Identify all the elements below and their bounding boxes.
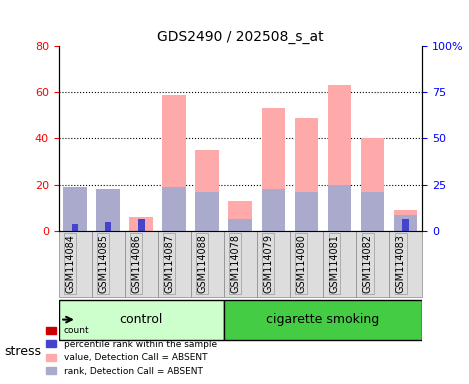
Text: GSM114084: GSM114084: [65, 234, 75, 293]
FancyBboxPatch shape: [59, 300, 224, 339]
Text: GSM114083: GSM114083: [165, 236, 174, 291]
FancyBboxPatch shape: [356, 231, 389, 298]
Text: GSM114083: GSM114083: [397, 236, 406, 291]
FancyBboxPatch shape: [323, 231, 356, 298]
Text: GSM114083: GSM114083: [198, 236, 207, 291]
Bar: [138, 228, 144, 231]
Bar: [361, 139, 385, 231]
Bar: [72, 224, 78, 231]
Text: GSM114088: GSM114088: [197, 234, 207, 293]
FancyBboxPatch shape: [158, 231, 191, 298]
Text: GSM114083: GSM114083: [363, 236, 372, 291]
Text: GSM114083: GSM114083: [231, 236, 241, 291]
Bar: [393, 210, 417, 231]
Text: GSM114078: GSM114078: [230, 234, 241, 293]
Bar: [162, 94, 186, 231]
Text: control: control: [120, 313, 163, 326]
Bar: [105, 226, 112, 231]
Text: GSM114083: GSM114083: [132, 236, 141, 291]
Bar: [393, 215, 417, 231]
Bar: [196, 150, 219, 231]
Bar: [162, 187, 186, 231]
Bar: [129, 217, 153, 231]
Bar: [402, 228, 409, 231]
Bar: [295, 192, 318, 231]
Text: GSM114080: GSM114080: [296, 234, 306, 293]
Title: GDS2490 / 202508_s_at: GDS2490 / 202508_s_at: [157, 30, 324, 44]
Text: GSM114083: GSM114083: [395, 234, 406, 293]
Text: GSM114083: GSM114083: [297, 236, 306, 291]
FancyBboxPatch shape: [224, 231, 257, 298]
Bar: [262, 108, 285, 231]
Bar: [402, 219, 409, 231]
Text: GSM114083: GSM114083: [66, 236, 75, 291]
Bar: [138, 219, 144, 231]
Text: GSM114085: GSM114085: [98, 234, 108, 293]
Bar: [96, 212, 120, 231]
Text: GSM114081: GSM114081: [330, 234, 340, 293]
Bar: [262, 189, 285, 231]
Bar: [328, 85, 351, 231]
FancyBboxPatch shape: [257, 231, 290, 298]
Bar: [361, 192, 385, 231]
Text: GSM114083: GSM114083: [331, 236, 340, 291]
Text: stress: stress: [5, 345, 42, 358]
FancyBboxPatch shape: [389, 231, 422, 298]
Text: cigarette smoking: cigarette smoking: [266, 313, 379, 326]
Bar: [228, 201, 252, 231]
Text: GSM114087: GSM114087: [164, 234, 174, 293]
Bar: [63, 187, 87, 231]
FancyBboxPatch shape: [125, 231, 158, 298]
Bar: [295, 118, 318, 231]
FancyBboxPatch shape: [59, 231, 91, 298]
Text: GSM114083: GSM114083: [99, 236, 108, 291]
Bar: [328, 185, 351, 231]
Text: GSM114086: GSM114086: [131, 234, 141, 293]
Bar: [105, 222, 112, 231]
Text: GSM114082: GSM114082: [363, 234, 372, 293]
FancyBboxPatch shape: [191, 231, 224, 298]
Bar: [72, 226, 78, 231]
Text: GSM114079: GSM114079: [264, 234, 273, 293]
Legend: count, percentile rank within the sample, value, Detection Call = ABSENT, rank, : count, percentile rank within the sample…: [42, 323, 220, 379]
FancyBboxPatch shape: [290, 231, 323, 298]
Bar: [96, 189, 120, 231]
Bar: [228, 219, 252, 231]
FancyBboxPatch shape: [91, 231, 125, 298]
Text: GSM114083: GSM114083: [265, 236, 273, 291]
FancyBboxPatch shape: [224, 300, 422, 339]
Bar: [196, 192, 219, 231]
Bar: [63, 210, 87, 231]
